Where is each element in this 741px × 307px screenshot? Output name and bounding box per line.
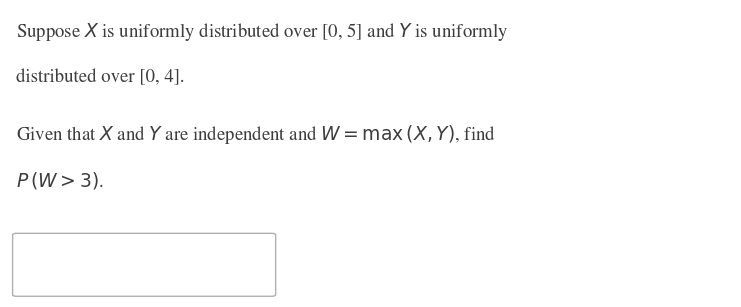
Text: distributed over [0, 4].: distributed over [0, 4]. (16, 69, 185, 86)
Text: $P\,(W > 3)$.: $P\,(W > 3)$. (16, 170, 104, 191)
Text: Suppose $X$ is uniformly distributed over [0, 5] and $Y$ is uniformly: Suppose $X$ is uniformly distributed ove… (16, 21, 509, 44)
Text: Given that $X$ and $Y$ are independent and $W = \mathrm{max}\,(X, Y)$, find: Given that $X$ and $Y$ are independent a… (16, 123, 496, 146)
FancyBboxPatch shape (13, 233, 276, 296)
